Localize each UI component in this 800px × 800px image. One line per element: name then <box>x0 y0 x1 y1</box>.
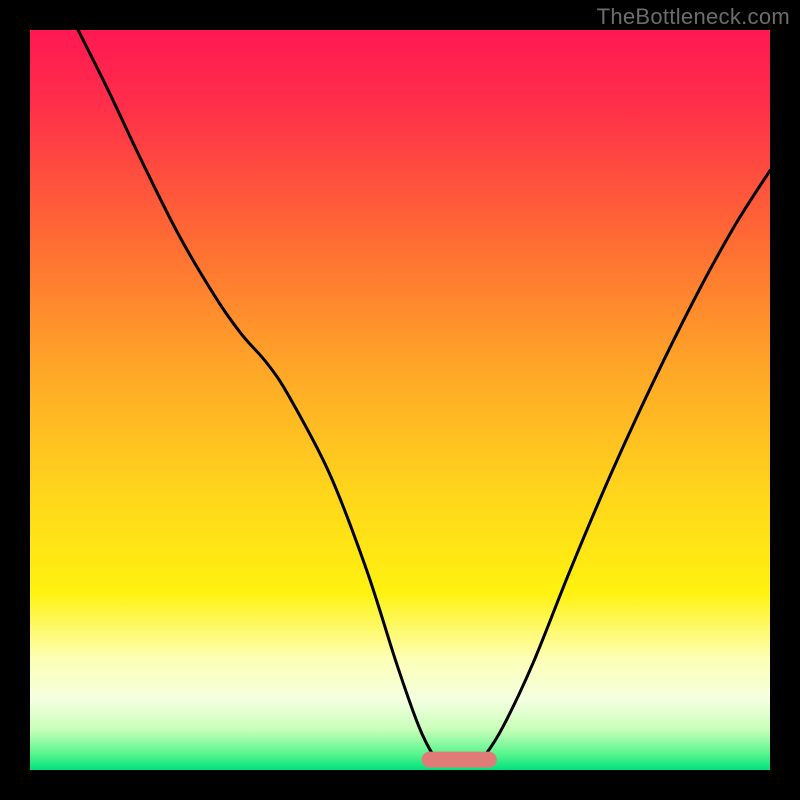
watermark-text: TheBottleneck.com <box>597 4 790 30</box>
bottleneck-chart <box>30 30 770 770</box>
gradient-background <box>30 30 770 770</box>
image-frame: TheBottleneck.com <box>0 0 800 800</box>
plot-area <box>30 30 770 770</box>
